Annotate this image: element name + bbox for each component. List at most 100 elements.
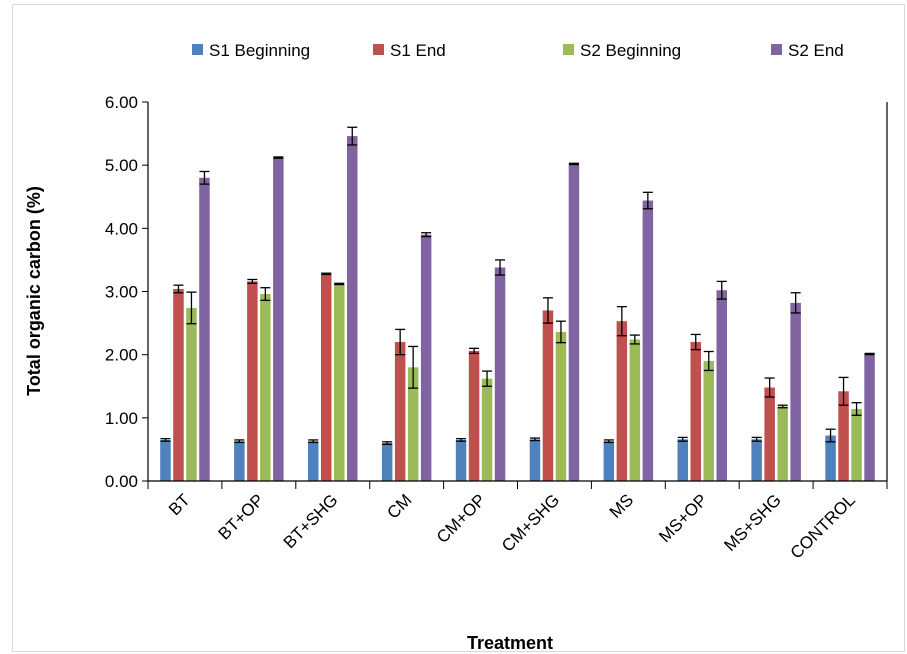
bars-group: [160, 136, 875, 482]
error-bar: [273, 156, 284, 159]
bar: [234, 441, 245, 481]
bar: [629, 339, 641, 481]
bar: [381, 443, 393, 481]
legend-swatch: [771, 44, 782, 55]
bar: [199, 177, 210, 482]
bar: [838, 391, 849, 481]
bar: [347, 136, 358, 482]
error-bar: [247, 278, 258, 284]
y-tick-label: 5.00: [105, 156, 138, 175]
bar: [851, 408, 862, 481]
error-bar: [777, 404, 788, 409]
error-bar: [751, 436, 762, 442]
bar: [555, 331, 567, 481]
error-bar: [629, 334, 640, 345]
legend-swatch: [192, 44, 203, 55]
error-bar: [851, 402, 862, 416]
bar: [603, 441, 615, 481]
legend-swatch: [563, 44, 574, 55]
error-bar: [482, 370, 493, 387]
bar: [616, 321, 628, 481]
legend-swatch: [373, 44, 384, 55]
bar: [777, 406, 788, 481]
error-bar: [703, 350, 714, 372]
bar: [186, 307, 197, 481]
bar: [677, 439, 688, 481]
error-bar: [160, 438, 171, 442]
bar: [703, 360, 714, 481]
bar: [321, 273, 332, 481]
error-bar: [382, 441, 393, 446]
bar: [864, 354, 875, 481]
error-bar: [677, 436, 688, 442]
bar: [420, 234, 432, 481]
y-tick-label: 4.00: [105, 219, 138, 238]
legend-label: S2 Beginning: [580, 41, 681, 60]
x-tick-label: BT+SHG: [280, 490, 342, 552]
y-tick-labels: 0.00 1.00 2.00 3.00 4.00 5.00 6.00: [105, 93, 138, 491]
error-bar: [173, 284, 184, 294]
bar: [716, 290, 727, 481]
bar: [468, 350, 480, 481]
x-axis-title: Treatment: [467, 633, 553, 653]
error-bar: [395, 328, 406, 356]
bar: [494, 267, 506, 481]
bar: [247, 281, 258, 481]
bar: [790, 302, 801, 481]
bar: [273, 157, 284, 481]
bar: [160, 439, 171, 481]
y-axis-title: Total organic carbon (%): [24, 186, 44, 396]
error-bar: [603, 439, 614, 444]
bar: [542, 310, 554, 481]
y-tick-label: 3.00: [105, 283, 138, 302]
y-tick-label: 6.00: [105, 93, 138, 112]
bar: [173, 288, 184, 481]
legend-label: S1 End: [390, 41, 446, 60]
x-tick-label: MS+SHG: [720, 490, 785, 555]
x-tick-label: MS: [606, 490, 637, 521]
error-bar: [616, 306, 627, 337]
error-bar: [199, 170, 210, 185]
error-bar: [334, 282, 345, 286]
axes-group: [142, 101, 888, 489]
y-tick-label: 2.00: [105, 346, 138, 365]
bar: [529, 439, 541, 481]
error-bar: [408, 345, 419, 389]
error-bar: [864, 352, 875, 356]
error-bars-group: [160, 126, 875, 446]
error-bar: [421, 232, 432, 238]
error-bar: [542, 297, 553, 324]
x-tick-label: CM+SHG: [498, 490, 563, 555]
error-bar: [495, 259, 506, 276]
x-tick-label: MS+OP: [655, 490, 711, 546]
error-bar: [234, 439, 245, 444]
error-bar: [456, 438, 467, 442]
x-tick-label: BT+OP: [214, 490, 267, 543]
error-bar: [186, 291, 197, 325]
bar: [308, 441, 319, 481]
chart-frame: [12, 4, 905, 652]
error-bar: [469, 347, 480, 355]
error-bar: [529, 437, 540, 442]
bar: [394, 342, 406, 481]
legend-label: S2 End: [788, 41, 844, 60]
error-bar: [321, 272, 332, 276]
error-bar: [838, 376, 849, 406]
error-bar: [347, 126, 358, 146]
legend-label: S1 Beginning: [209, 41, 310, 60]
error-bar: [690, 333, 701, 351]
error-bar: [825, 428, 836, 443]
error-bar: [308, 439, 319, 444]
bar: [690, 342, 701, 481]
bar: [568, 163, 580, 482]
x-tick-label: CONTROL: [787, 490, 859, 562]
bar: [407, 367, 419, 481]
bar: [334, 283, 345, 481]
bar: [825, 435, 836, 481]
error-bar: [642, 191, 653, 210]
bar: [481, 378, 493, 481]
bar: [642, 200, 654, 482]
error-bar: [764, 377, 775, 398]
x-tick-labels: BT BT+OP BT+SHG CM CM+OP CM+SHG MS MS+OP MS+SHG C…: [165, 490, 859, 562]
